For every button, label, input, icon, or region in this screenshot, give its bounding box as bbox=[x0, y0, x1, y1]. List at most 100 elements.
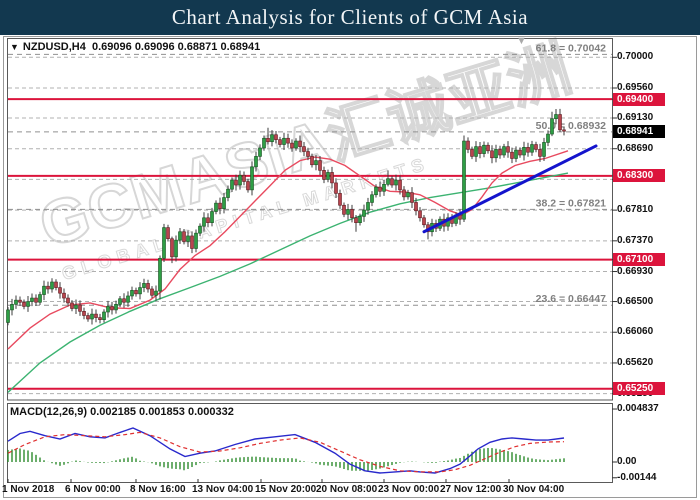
fib-label: 38.2 = 0.67821 bbox=[536, 197, 607, 209]
candle-down bbox=[66, 297, 70, 304]
candle-up bbox=[270, 134, 274, 143]
candle-up bbox=[50, 281, 54, 290]
candle-down bbox=[486, 144, 490, 152]
candle-down bbox=[538, 149, 542, 157]
candle-down bbox=[170, 238, 174, 258]
candle-up bbox=[550, 118, 554, 135]
page-title: Chart Analysis for Clients of GCM Asia bbox=[171, 5, 529, 29]
candle-up bbox=[186, 235, 190, 242]
candle-up bbox=[214, 202, 218, 212]
candle-up bbox=[154, 290, 158, 296]
candle-down bbox=[518, 149, 522, 156]
candle-up bbox=[222, 197, 226, 210]
candle-up bbox=[114, 304, 118, 311]
candle-up bbox=[198, 225, 202, 234]
candle-down bbox=[310, 156, 314, 166]
candle-down bbox=[146, 283, 150, 290]
candle-down bbox=[478, 146, 482, 154]
candle-down bbox=[110, 306, 114, 311]
macd-plot-frame bbox=[7, 403, 613, 483]
candle-down bbox=[70, 302, 74, 309]
candle-up bbox=[554, 114, 558, 120]
candle-up bbox=[106, 306, 110, 313]
candle-down bbox=[78, 304, 82, 312]
candle-up bbox=[202, 217, 206, 227]
candle-up bbox=[254, 156, 258, 168]
candle-down bbox=[94, 313, 98, 318]
candle-up bbox=[474, 146, 478, 157]
candle-down bbox=[398, 179, 402, 191]
candle-up bbox=[386, 178, 390, 185]
candle-down bbox=[166, 227, 170, 240]
candle-down bbox=[318, 160, 322, 171]
candle-down bbox=[246, 181, 250, 191]
candle-up bbox=[522, 147, 526, 156]
candle-down bbox=[334, 182, 338, 194]
fib-label: 50.0 = 0.68932 bbox=[536, 120, 607, 132]
candle-up bbox=[102, 311, 106, 320]
candle-down bbox=[322, 170, 326, 180]
candle-up bbox=[530, 144, 534, 153]
macd-signal-line bbox=[7, 431, 565, 473]
candle-up bbox=[482, 144, 486, 154]
candle-down bbox=[354, 217, 358, 223]
candle-up bbox=[14, 299, 18, 305]
candle-up bbox=[374, 186, 378, 196]
candle-down bbox=[22, 301, 26, 307]
candle-up bbox=[262, 137, 266, 149]
candle-down bbox=[266, 137, 270, 143]
candle-up bbox=[362, 209, 366, 217]
candle-down bbox=[506, 146, 510, 153]
candle-down bbox=[18, 299, 22, 303]
candle-up bbox=[358, 216, 362, 223]
candle-down bbox=[34, 297, 38, 303]
candle-down bbox=[62, 292, 66, 299]
candle-down bbox=[418, 210, 422, 219]
candle-up bbox=[406, 192, 410, 198]
candle-down bbox=[526, 147, 530, 153]
candle-down bbox=[350, 209, 354, 219]
candle-down bbox=[286, 137, 290, 144]
candle-up bbox=[194, 232, 198, 249]
candle-down bbox=[122, 298, 126, 303]
candle-down bbox=[98, 317, 102, 320]
candle-down bbox=[490, 150, 494, 159]
candle-down bbox=[306, 151, 310, 157]
candle-up bbox=[370, 194, 374, 203]
candle-down bbox=[466, 140, 470, 150]
candle-up bbox=[502, 146, 506, 156]
candle-down bbox=[150, 288, 154, 296]
main-plot-frame bbox=[7, 38, 613, 401]
candle-up bbox=[542, 142, 546, 157]
candle-down bbox=[134, 290, 138, 295]
candle-up bbox=[250, 166, 254, 191]
candle-down bbox=[558, 114, 562, 131]
candle-down bbox=[182, 231, 186, 242]
candle-up bbox=[258, 147, 262, 157]
candle-up bbox=[26, 301, 30, 307]
candle-up bbox=[294, 140, 298, 149]
candle-up bbox=[210, 211, 214, 223]
candle-up bbox=[178, 231, 182, 241]
candle-down bbox=[290, 142, 294, 149]
candle-up bbox=[126, 295, 130, 303]
candle-down bbox=[342, 204, 346, 215]
candle-down bbox=[402, 189, 406, 198]
ma-slow-line bbox=[7, 172, 569, 393]
candle-down bbox=[414, 202, 418, 212]
candle-down bbox=[510, 151, 514, 159]
candle-up bbox=[326, 172, 330, 180]
candle-up bbox=[238, 174, 242, 186]
candle-down bbox=[278, 139, 282, 145]
candle-down bbox=[274, 134, 278, 140]
candle-down bbox=[298, 140, 302, 147]
candle-up bbox=[42, 285, 46, 295]
candle-up bbox=[90, 313, 94, 320]
fib-label: 23.6 = 0.66447 bbox=[536, 293, 607, 305]
candle-up bbox=[162, 227, 166, 259]
candle-up bbox=[346, 209, 350, 215]
candle-down bbox=[82, 311, 86, 316]
candle-down bbox=[562, 129, 566, 132]
